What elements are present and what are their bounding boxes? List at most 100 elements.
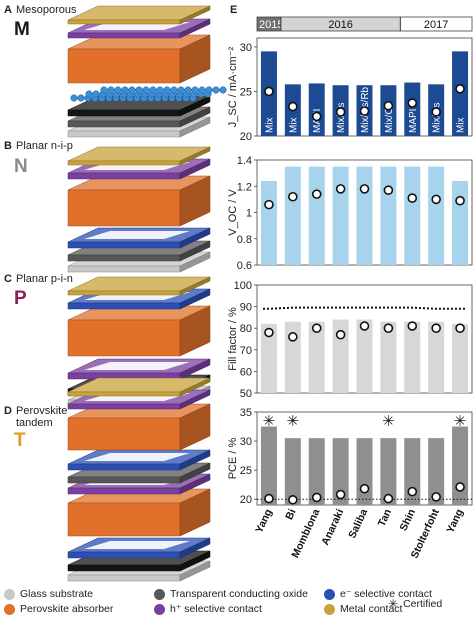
d-recombination-side bbox=[179, 462, 211, 484]
glass-swatch-icon bbox=[4, 588, 15, 600]
bar bbox=[380, 85, 397, 136]
bar bbox=[428, 438, 445, 505]
d-metal-side bbox=[179, 377, 211, 397]
bar bbox=[452, 181, 469, 265]
c-h-selective-side bbox=[179, 358, 211, 380]
data-point bbox=[359, 483, 370, 494]
bead bbox=[170, 86, 178, 94]
bead bbox=[198, 86, 206, 94]
bead bbox=[163, 86, 171, 94]
legend-h-selective: h⁺ selective contact bbox=[154, 603, 262, 615]
d-e-selective-bottom-side bbox=[179, 537, 211, 559]
y-axis-label: V_OC / V bbox=[227, 189, 239, 236]
bar bbox=[404, 321, 421, 393]
bar bbox=[284, 438, 301, 505]
panel-a-code: M bbox=[14, 19, 30, 40]
bar bbox=[284, 321, 301, 393]
bead bbox=[77, 94, 85, 102]
c-perovskite-front bbox=[67, 319, 181, 357]
d-metal bbox=[67, 377, 211, 397]
panel-b-letter: B bbox=[4, 140, 12, 152]
chart-Jsc: 20 25 30J_SC / mA·cm⁻² Mix Mix MAPI Mix/Cs Mix/… bbox=[227, 37, 473, 143]
bead bbox=[92, 90, 100, 98]
legend-glass: Glass substrate bbox=[4, 588, 93, 600]
data-point bbox=[455, 482, 465, 492]
panel-d-title: Perovskite tandem bbox=[16, 405, 68, 429]
a-mesoporous-beads bbox=[70, 86, 227, 102]
bar-label: Mix/Cs bbox=[336, 102, 347, 133]
d-glass-side bbox=[179, 560, 211, 582]
y-axis-label: PCE / % bbox=[227, 438, 239, 480]
year-label: 2016 bbox=[328, 19, 352, 31]
year-header-frame bbox=[256, 16, 473, 32]
d-h-selective-top-side bbox=[179, 389, 211, 410]
bar bbox=[404, 166, 421, 265]
b-tco-side bbox=[179, 240, 211, 262]
data-point bbox=[288, 191, 298, 202]
data-point bbox=[335, 329, 346, 340]
bar bbox=[452, 323, 469, 393]
d-perovskite-top-side bbox=[179, 403, 211, 451]
bead bbox=[156, 86, 164, 94]
y-tick-label: 1 bbox=[246, 208, 252, 220]
a-metal bbox=[67, 5, 211, 25]
year-label: 2017 bbox=[424, 19, 448, 31]
d-h-selective-bottom-side bbox=[179, 473, 211, 495]
legend-certified: ✳ Certified bbox=[388, 597, 443, 611]
data-point bbox=[288, 332, 298, 342]
d-perovskite-bottom-front bbox=[67, 502, 181, 537]
certified-marker: ✳ bbox=[454, 413, 467, 430]
bead bbox=[212, 86, 220, 94]
bar-label: Mix bbox=[264, 117, 275, 133]
y-tick-label: 0.6 bbox=[237, 260, 252, 272]
a-metal-side bbox=[179, 5, 211, 25]
a-tco-side bbox=[179, 106, 211, 128]
bead bbox=[128, 86, 136, 94]
bar bbox=[308, 321, 325, 393]
bar-label: Mix bbox=[456, 117, 467, 133]
bar bbox=[260, 426, 277, 505]
d-e-selective-bottom-window bbox=[84, 541, 190, 549]
data-point bbox=[264, 86, 274, 97]
bar bbox=[308, 83, 325, 136]
data-point bbox=[431, 492, 441, 502]
bar bbox=[356, 319, 373, 393]
data-point bbox=[335, 489, 346, 500]
data-point bbox=[431, 194, 441, 205]
legend-e-selective: e⁻ selective contact bbox=[324, 588, 432, 600]
bar bbox=[404, 82, 421, 136]
year-band-2016 bbox=[280, 17, 401, 31]
bead bbox=[142, 86, 150, 94]
performance-charts: 201520162017MMNNMNMPM202530J_SC / mA·cm⁻… bbox=[227, 16, 473, 560]
panel-b-title: Planar n-i-p bbox=[16, 140, 73, 152]
d-perovskite-bottom-side bbox=[179, 488, 211, 537]
bead bbox=[149, 86, 157, 94]
y-tick-label: 30 bbox=[240, 436, 252, 448]
bar bbox=[308, 166, 325, 265]
data-point bbox=[311, 323, 322, 334]
y-tick-label: 20 bbox=[240, 494, 252, 506]
panel-b-code: N bbox=[14, 156, 28, 177]
bead bbox=[205, 86, 213, 94]
y-tick-label: 0.8 bbox=[237, 234, 252, 246]
b-h-selective-side bbox=[179, 158, 211, 180]
bead bbox=[121, 86, 129, 94]
certified-marker: ✳ bbox=[263, 413, 276, 430]
certified-asterisk-icon: ✳ bbox=[388, 597, 399, 611]
bar bbox=[404, 438, 421, 505]
a-glass-side bbox=[179, 116, 211, 138]
data-point bbox=[311, 189, 322, 199]
bead bbox=[85, 90, 93, 98]
data-point bbox=[359, 184, 370, 194]
data-point bbox=[335, 107, 346, 117]
a-compact-layer-side bbox=[179, 95, 211, 117]
bar-label: Mix/Cs bbox=[384, 102, 395, 133]
data-point bbox=[407, 321, 418, 331]
data-point bbox=[383, 185, 394, 195]
y-tick-label: 60 bbox=[240, 366, 252, 378]
bar bbox=[428, 321, 445, 393]
data-point bbox=[311, 492, 322, 503]
bead bbox=[177, 86, 185, 94]
data-point bbox=[335, 184, 346, 194]
bead bbox=[191, 86, 199, 94]
